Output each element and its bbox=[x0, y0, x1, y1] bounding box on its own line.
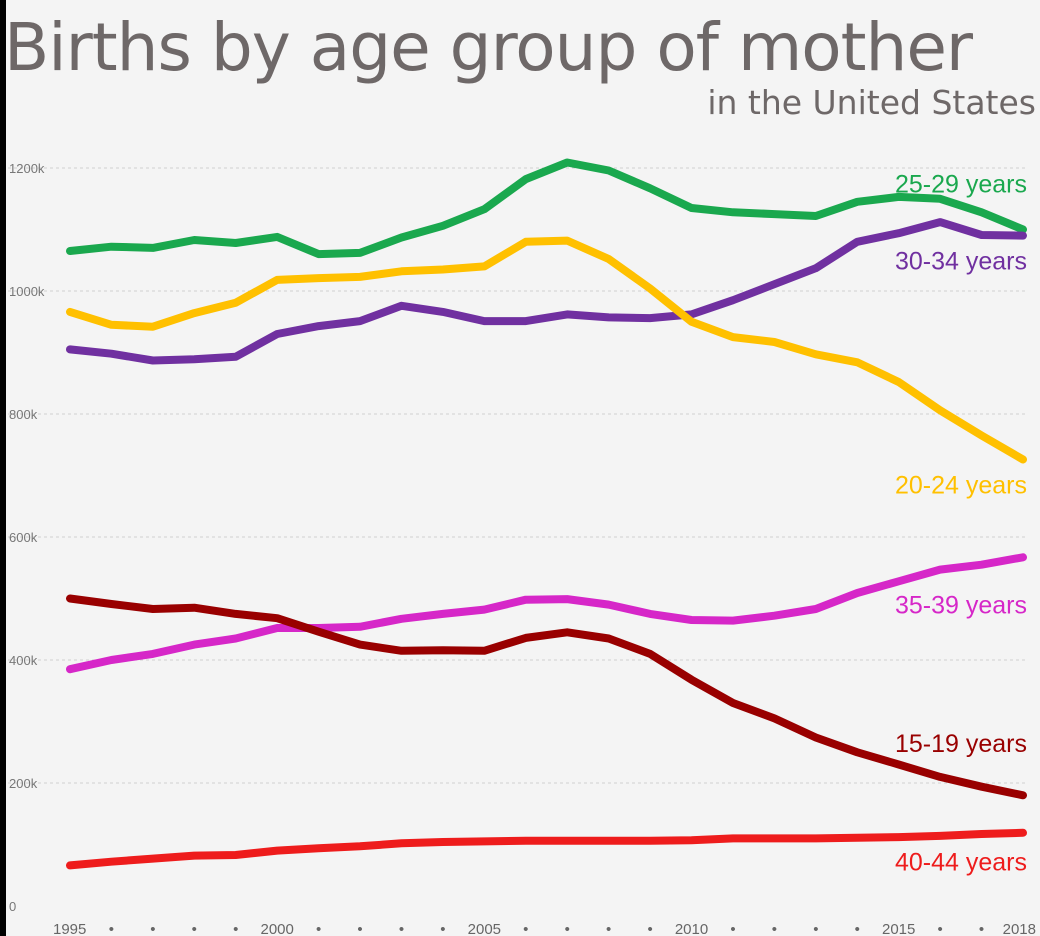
y-tick-label: 800k bbox=[9, 407, 38, 422]
x-tick-label: • bbox=[772, 921, 777, 936]
x-tick-label: • bbox=[192, 921, 197, 936]
x-tick-label: • bbox=[813, 921, 818, 936]
y-tick-label: 1000k bbox=[9, 284, 45, 299]
series-label-35-39-years: 35-39 years bbox=[895, 592, 1027, 620]
y-tick-label: 1200k bbox=[9, 161, 45, 176]
x-tick-label: 2018 bbox=[1003, 921, 1036, 936]
gridlines bbox=[8, 167, 1028, 784]
y-tick-label: 0 bbox=[9, 899, 16, 914]
x-tick-label: 2010 bbox=[675, 921, 708, 936]
x-tick-label: • bbox=[399, 921, 404, 936]
x-tick-label: • bbox=[357, 921, 362, 936]
x-tick-label: • bbox=[855, 921, 860, 936]
series-line-15-19-years bbox=[66, 594, 1027, 800]
x-tick-label: • bbox=[440, 921, 445, 936]
series-label-40-44-years: 40-44 years bbox=[895, 849, 1027, 877]
chart-subtitle: in the United States bbox=[707, 83, 1036, 122]
series-line-20-24-years bbox=[66, 236, 1027, 464]
x-tick-label: 2000 bbox=[260, 921, 293, 936]
x-tick-label: • bbox=[233, 921, 238, 936]
series-label-15-19-years: 15-19 years bbox=[895, 730, 1027, 758]
y-tick-label: 600k bbox=[9, 530, 38, 545]
series-label-25-29-years: 25-29 years bbox=[895, 170, 1027, 198]
x-tick-label: • bbox=[606, 921, 611, 936]
series-label-30-34-years: 30-34 years bbox=[895, 247, 1027, 275]
series-labels: 25-29 years 30-34 years 20-24 years 35-39 y… bbox=[895, 170, 1027, 876]
x-tick-label: • bbox=[979, 921, 984, 936]
series-lines bbox=[66, 158, 1027, 870]
x-tick-label: • bbox=[523, 921, 528, 936]
series-label-20-24-years: 20-24 years bbox=[895, 472, 1027, 500]
y-tick-label: 200k bbox=[9, 776, 38, 791]
x-tick-label: • bbox=[647, 921, 652, 936]
series-line-40-44-years bbox=[66, 828, 1027, 870]
x-tick-label: 2005 bbox=[468, 921, 501, 936]
y-tick-label: 400k bbox=[9, 653, 38, 668]
x-tick-label: • bbox=[937, 921, 942, 936]
x-tick-label: • bbox=[109, 921, 114, 936]
x-tick-label: 1995 bbox=[53, 921, 86, 936]
x-tick-label: 2015 bbox=[882, 921, 915, 936]
series-line-35-39-years bbox=[66, 553, 1027, 674]
y-axis-ticks: 0 200k 400k 600k 800k 1000k 1200k bbox=[9, 161, 45, 914]
x-tick-label: • bbox=[565, 921, 570, 936]
x-tick-label: • bbox=[730, 921, 735, 936]
chart-title: Births by age group of mother bbox=[4, 9, 974, 86]
series-line-25-29-years bbox=[66, 158, 1027, 259]
chart-background bbox=[6, 0, 1040, 936]
x-tick-label: • bbox=[316, 921, 321, 936]
x-axis-ticks: 1995 • • • • 2000 • • • • 2005 • • • • 2010 • • • • 2015 • • 20… bbox=[53, 921, 1036, 936]
series-line-30-34-years bbox=[66, 218, 1027, 365]
x-tick-label: • bbox=[150, 921, 155, 936]
